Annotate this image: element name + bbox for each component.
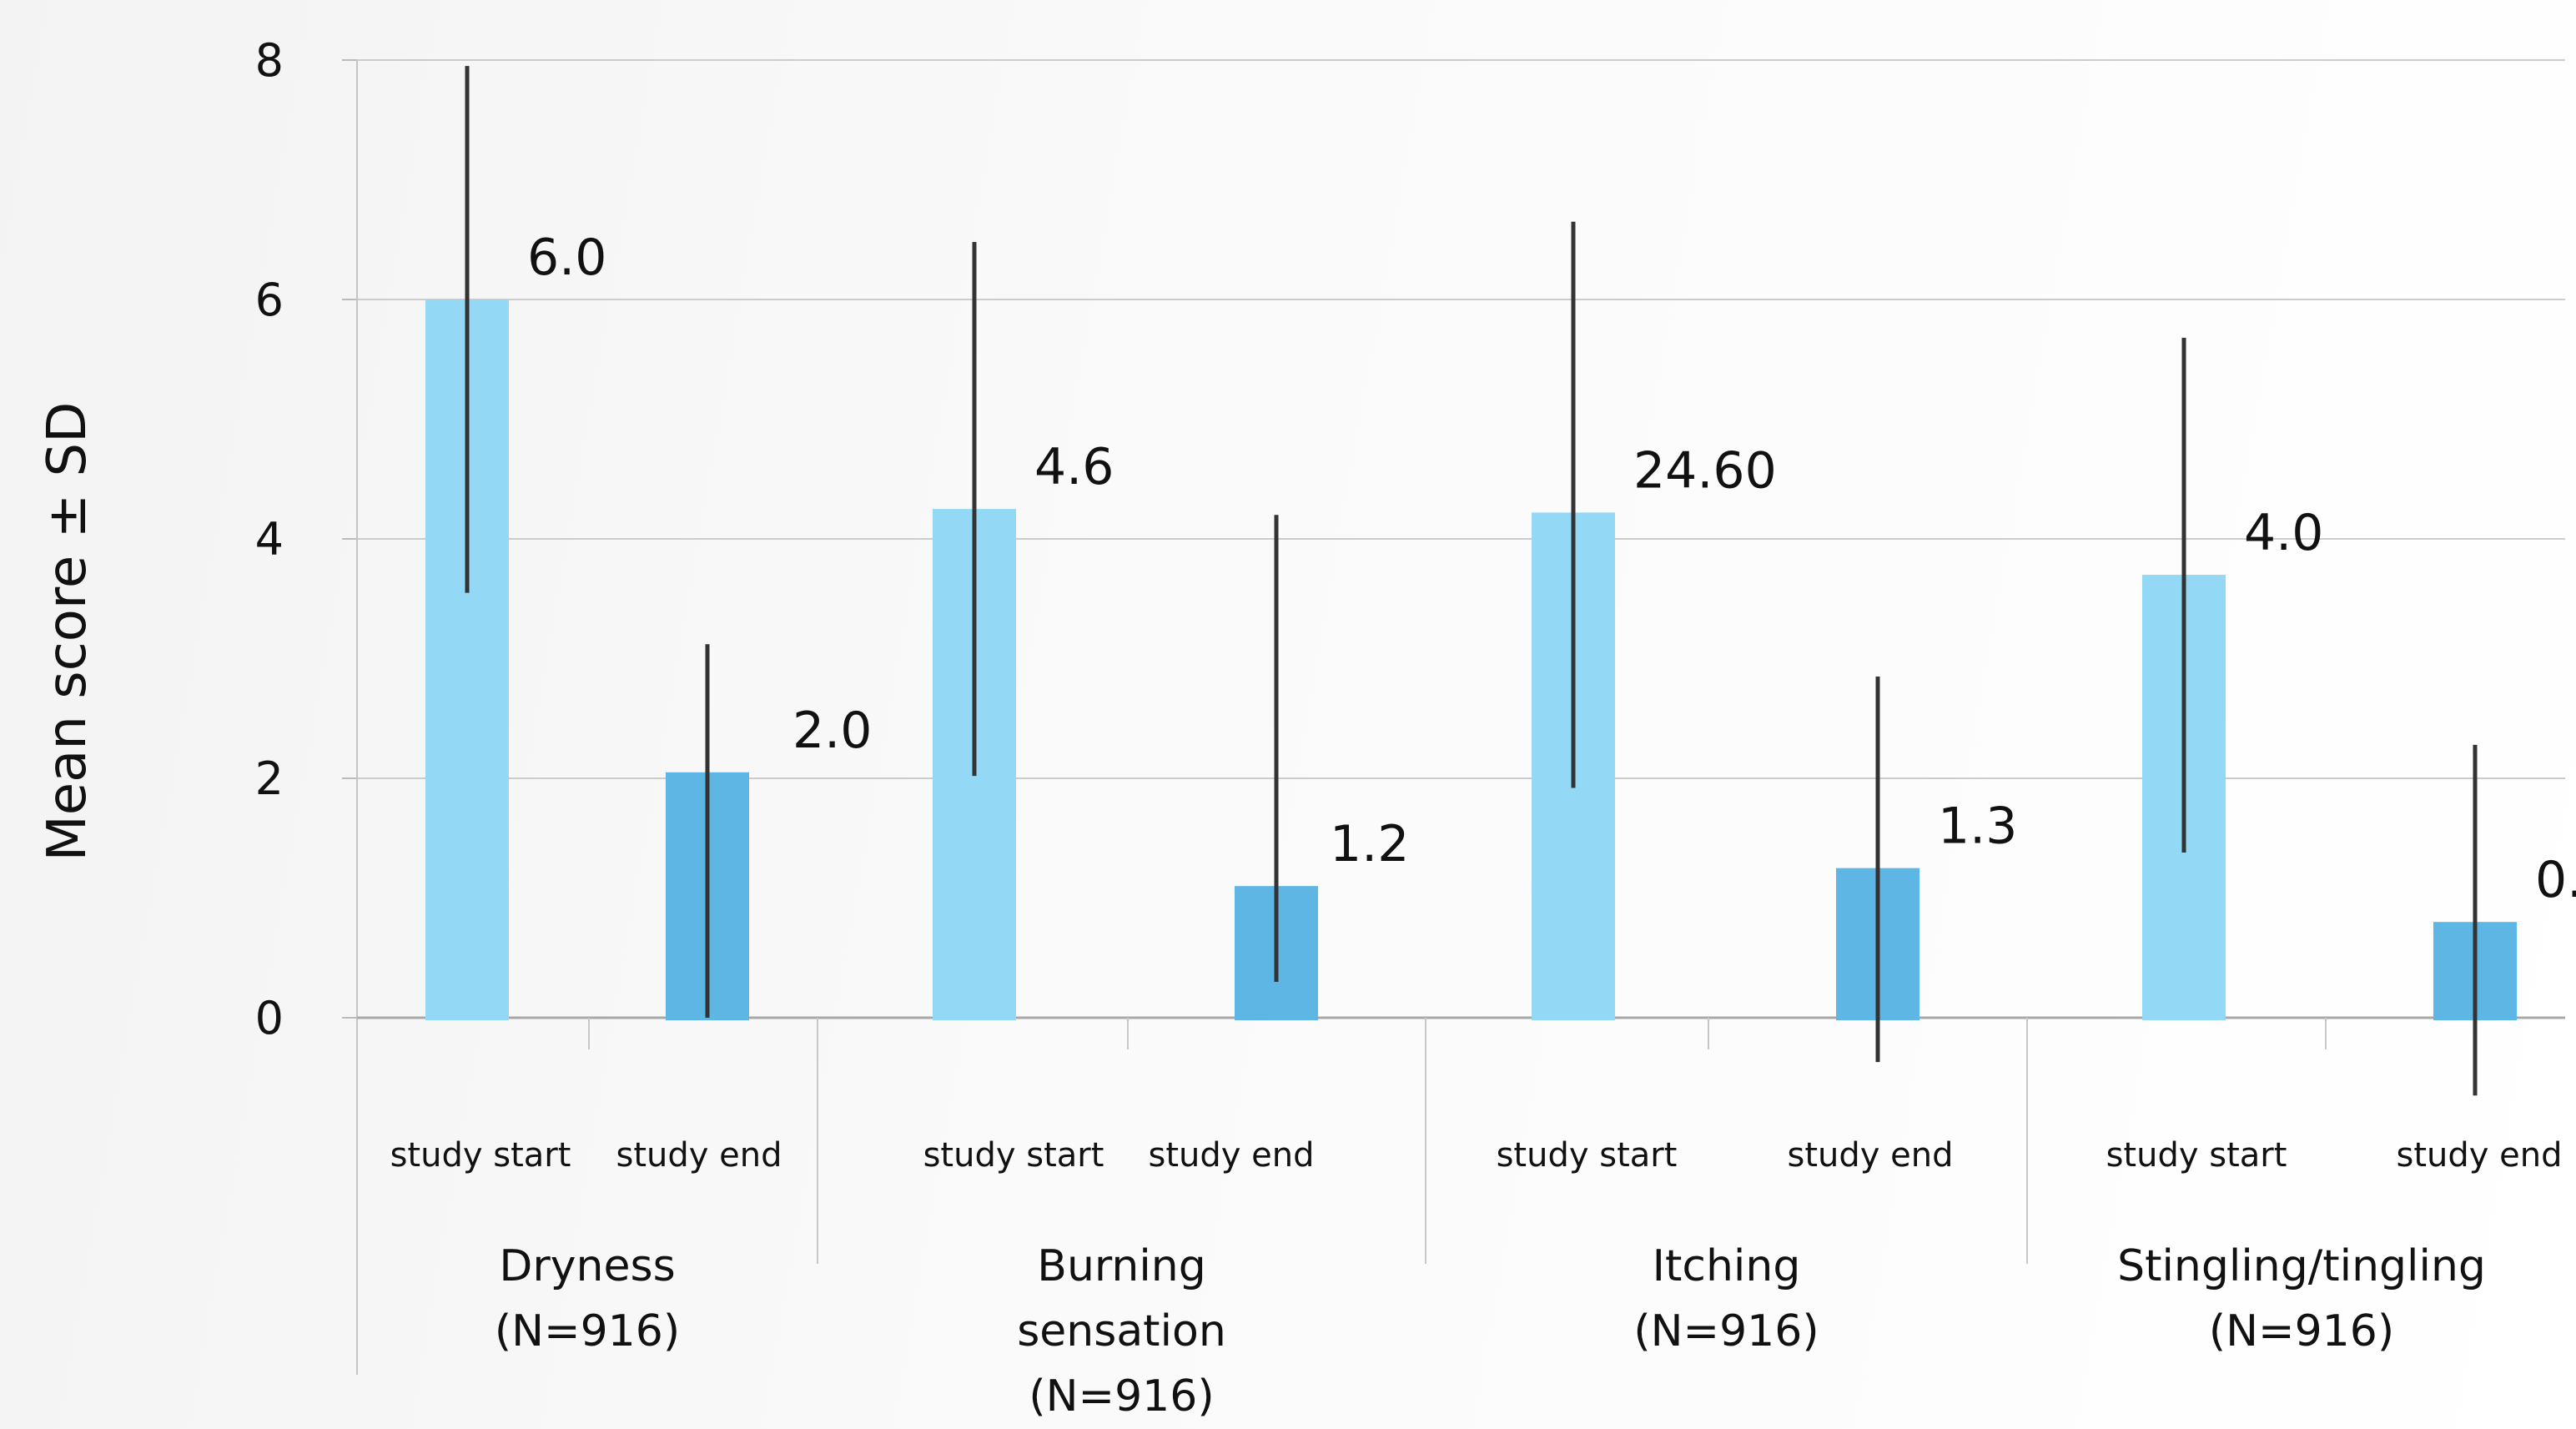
- x-sub-label: study start: [390, 1136, 571, 1175]
- group-label: (N=916): [1029, 1371, 1214, 1421]
- x-sub-label: study start: [923, 1136, 1104, 1175]
- x-sub-label: study start: [2106, 1136, 2287, 1175]
- group-label: Itching: [1653, 1241, 1801, 1291]
- data-label: 1.3: [1938, 798, 2017, 856]
- x-sub-label: study end: [1148, 1136, 1314, 1175]
- data-label: 6.0: [527, 229, 606, 287]
- y-tick-label: 6: [255, 274, 284, 326]
- data-label: 1.2: [1330, 815, 1409, 873]
- y-tick-label: 2: [255, 752, 284, 805]
- y-tick-label: 8: [255, 34, 284, 87]
- group-label: (N=916): [1633, 1306, 1819, 1356]
- group-label: (N=916): [2209, 1306, 2394, 1356]
- x-sub-label: study end: [2396, 1136, 2562, 1175]
- data-label: 2.0: [792, 702, 872, 760]
- group-label: Burning: [1037, 1241, 1205, 1291]
- x-sub-label: study start: [1497, 1136, 1678, 1175]
- gridlines: [357, 60, 2565, 778]
- x-sub-label: study end: [1787, 1136, 1953, 1175]
- bars: [425, 299, 2517, 1020]
- y-tick-label: 4: [255, 513, 284, 566]
- data-label: 0.9: [2535, 851, 2576, 909]
- axes: [342, 60, 2565, 1375]
- y-axis-title: Mean score ± SD: [37, 402, 98, 862]
- data-label: 4.6: [1034, 438, 1114, 496]
- data-label: 4.0: [2244, 504, 2323, 562]
- labels: 0 2 4 6 8 6.0 study start 2.0 study end Dryness (N…: [255, 34, 2576, 1421]
- group-label: Dryness: [499, 1241, 675, 1291]
- group-label: Stingling/tingling: [2117, 1241, 2486, 1291]
- group-label: (N=916): [495, 1306, 680, 1356]
- group-label: sensation: [1017, 1306, 1226, 1356]
- data-label: 24.60: [1633, 441, 1777, 500]
- y-tick-label: 0: [255, 992, 284, 1044]
- x-sub-label: study end: [616, 1136, 782, 1175]
